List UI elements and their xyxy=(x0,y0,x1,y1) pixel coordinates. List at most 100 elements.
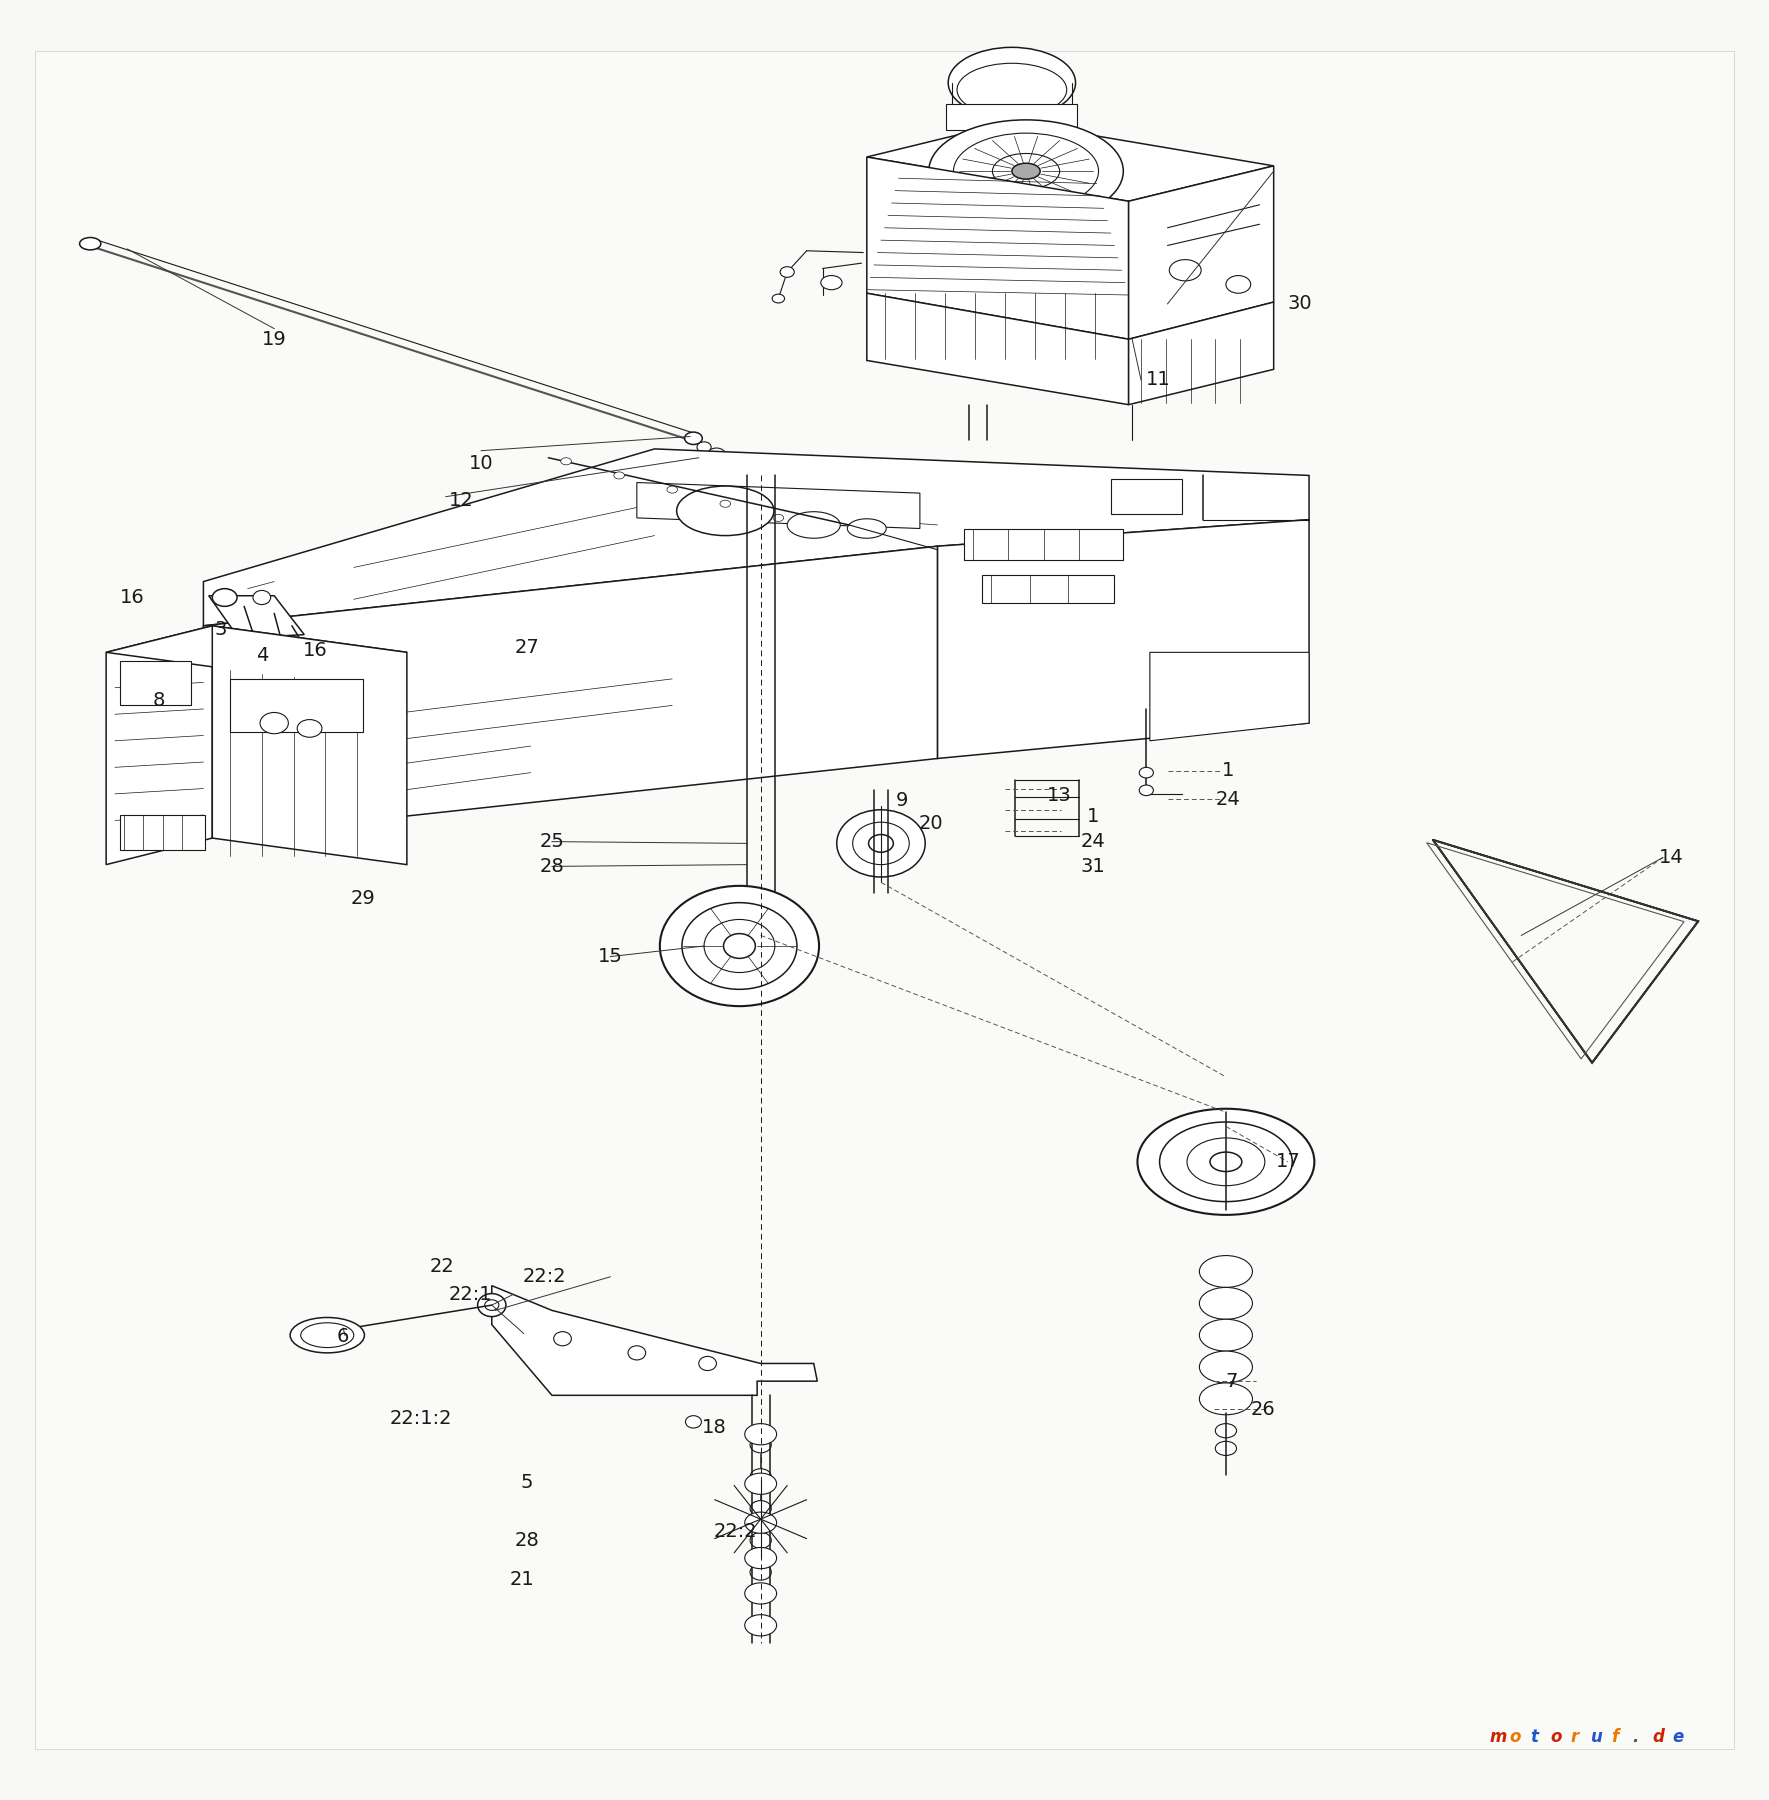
Bar xyxy=(946,104,1077,130)
Text: 13: 13 xyxy=(1047,787,1072,805)
Ellipse shape xyxy=(745,1424,777,1445)
Ellipse shape xyxy=(1012,164,1040,180)
Text: r: r xyxy=(1571,1728,1580,1746)
Text: 26: 26 xyxy=(1251,1400,1275,1418)
Polygon shape xyxy=(1150,652,1309,742)
Polygon shape xyxy=(1129,166,1274,338)
Ellipse shape xyxy=(847,518,886,538)
Text: 22:1:2: 22:1:2 xyxy=(389,1409,453,1427)
Ellipse shape xyxy=(750,1532,771,1548)
Ellipse shape xyxy=(708,448,725,461)
Ellipse shape xyxy=(232,653,249,666)
Text: m: m xyxy=(1489,1728,1507,1746)
Ellipse shape xyxy=(1187,1138,1265,1186)
Text: 20: 20 xyxy=(918,814,943,833)
Ellipse shape xyxy=(750,1469,771,1485)
Ellipse shape xyxy=(821,275,842,290)
Text: 27: 27 xyxy=(515,637,540,657)
Ellipse shape xyxy=(699,1357,716,1370)
Ellipse shape xyxy=(287,655,299,664)
Bar xyxy=(120,661,191,706)
Text: o: o xyxy=(1550,1728,1562,1746)
Text: 15: 15 xyxy=(598,947,623,967)
Ellipse shape xyxy=(485,1300,499,1310)
Ellipse shape xyxy=(957,63,1067,117)
Ellipse shape xyxy=(683,902,798,990)
Ellipse shape xyxy=(1160,1121,1291,1202)
Text: 14: 14 xyxy=(1659,848,1684,868)
Text: 22: 22 xyxy=(430,1256,455,1276)
Ellipse shape xyxy=(780,266,794,277)
Ellipse shape xyxy=(1137,1109,1314,1215)
Ellipse shape xyxy=(1199,1319,1252,1352)
Text: 29: 29 xyxy=(350,889,375,907)
Ellipse shape xyxy=(720,500,731,508)
Text: u: u xyxy=(1592,1728,1603,1746)
Ellipse shape xyxy=(290,1318,364,1354)
Ellipse shape xyxy=(686,1415,701,1427)
Polygon shape xyxy=(1129,302,1274,405)
Ellipse shape xyxy=(614,472,624,479)
Text: 28: 28 xyxy=(540,857,564,877)
Ellipse shape xyxy=(750,1564,771,1580)
Ellipse shape xyxy=(745,1472,777,1494)
Ellipse shape xyxy=(1139,785,1153,796)
Ellipse shape xyxy=(953,133,1099,209)
Ellipse shape xyxy=(257,697,267,706)
Bar xyxy=(1111,479,1182,515)
Polygon shape xyxy=(867,122,1274,202)
Ellipse shape xyxy=(676,486,775,536)
Text: d: d xyxy=(1652,1728,1665,1746)
Bar xyxy=(964,529,1123,560)
Ellipse shape xyxy=(869,835,893,851)
Ellipse shape xyxy=(750,1501,771,1516)
Polygon shape xyxy=(867,157,1129,338)
Text: 4: 4 xyxy=(257,646,267,666)
Ellipse shape xyxy=(667,486,678,493)
Polygon shape xyxy=(867,293,1129,405)
Text: 10: 10 xyxy=(469,454,494,473)
Ellipse shape xyxy=(297,720,322,738)
Ellipse shape xyxy=(787,511,840,538)
Text: 18: 18 xyxy=(702,1418,727,1436)
Ellipse shape xyxy=(773,515,784,522)
Polygon shape xyxy=(106,626,212,864)
Bar xyxy=(120,815,205,850)
Ellipse shape xyxy=(685,432,702,445)
Ellipse shape xyxy=(704,920,775,972)
Ellipse shape xyxy=(948,47,1076,119)
Text: 31: 31 xyxy=(1081,857,1106,877)
Bar xyxy=(230,679,363,733)
Ellipse shape xyxy=(80,238,101,250)
Ellipse shape xyxy=(281,700,292,709)
Ellipse shape xyxy=(1215,1424,1237,1438)
Text: f: f xyxy=(1612,1728,1619,1746)
Text: 7: 7 xyxy=(1226,1372,1237,1391)
Text: 21: 21 xyxy=(509,1570,534,1589)
Text: 17: 17 xyxy=(1275,1152,1300,1172)
Text: 8: 8 xyxy=(154,691,165,709)
Ellipse shape xyxy=(478,1294,506,1316)
Text: 30: 30 xyxy=(1288,295,1313,313)
Polygon shape xyxy=(106,626,407,679)
Polygon shape xyxy=(938,520,1309,758)
Text: 19: 19 xyxy=(262,329,287,349)
Text: 16: 16 xyxy=(302,641,327,661)
Ellipse shape xyxy=(745,1582,777,1604)
Text: 24: 24 xyxy=(1215,790,1240,808)
Ellipse shape xyxy=(1199,1382,1252,1415)
Polygon shape xyxy=(212,626,407,864)
Ellipse shape xyxy=(992,153,1060,189)
Ellipse shape xyxy=(1169,259,1201,281)
Polygon shape xyxy=(637,482,920,529)
Ellipse shape xyxy=(750,1436,771,1453)
Text: .: . xyxy=(1631,1728,1638,1746)
Text: 1: 1 xyxy=(1222,761,1233,781)
Ellipse shape xyxy=(1199,1352,1252,1382)
Ellipse shape xyxy=(837,810,925,877)
Text: 22:2: 22:2 xyxy=(524,1267,566,1287)
Ellipse shape xyxy=(929,121,1123,223)
Text: 11: 11 xyxy=(1146,371,1171,389)
Text: 6: 6 xyxy=(338,1327,348,1346)
Text: 25: 25 xyxy=(540,832,564,851)
